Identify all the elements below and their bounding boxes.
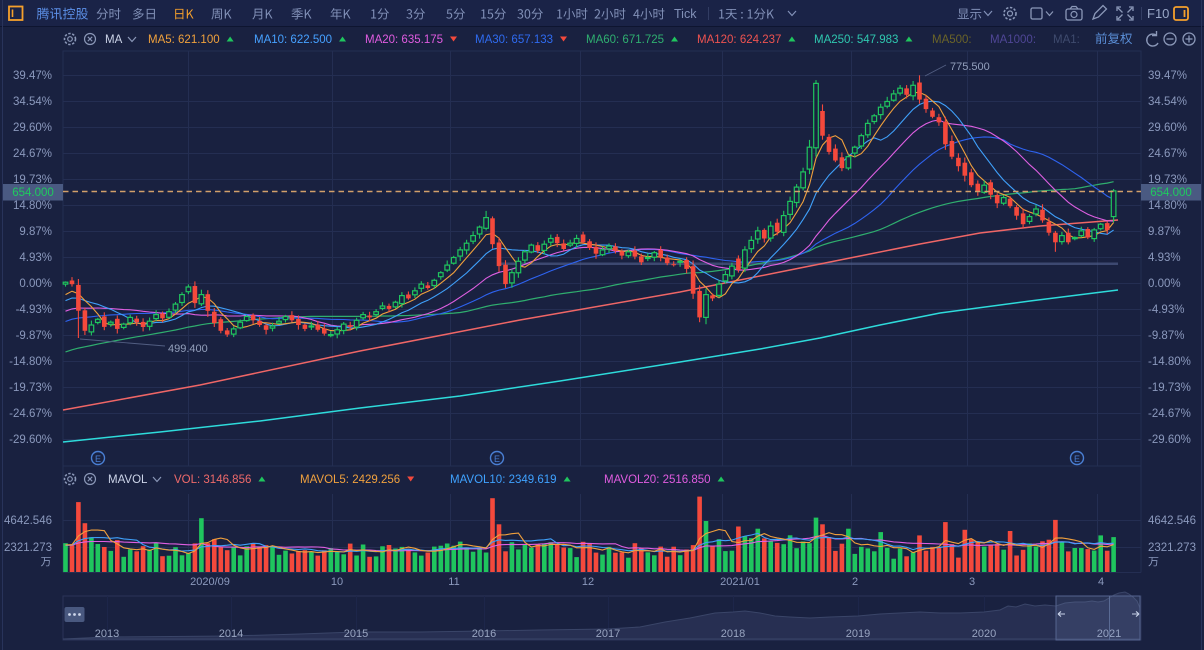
svg-text:MA120: 624.237: MA120: 624.237 <box>697 34 781 46</box>
svg-text:-29.60%: -29.60% <box>1148 434 1191 446</box>
svg-text:MA10: 622.500: MA10: 622.500 <box>254 34 332 46</box>
svg-text:654.000: 654.000 <box>12 187 54 199</box>
svg-text:29.60%: 29.60% <box>1148 122 1187 134</box>
svg-text:34.54%: 34.54% <box>1148 96 1187 108</box>
svg-text:14.80%: 14.80% <box>1148 200 1187 212</box>
svg-text:2016: 2016 <box>472 628 496 640</box>
svg-text:0.00%: 0.00% <box>1148 278 1181 290</box>
svg-text:24.67%: 24.67% <box>1148 148 1187 160</box>
svg-text:19.73%: 19.73% <box>1148 174 1187 186</box>
svg-text:E: E <box>494 454 500 464</box>
svg-text:VOL: 3146.856: VOL: 3146.856 <box>174 474 251 486</box>
svg-text:MAVOL: MAVOL <box>108 474 148 486</box>
svg-text:775.500: 775.500 <box>950 61 990 73</box>
svg-text:11: 11 <box>448 576 459 588</box>
svg-text:9.87%: 9.87% <box>19 226 52 238</box>
svg-text:-19.73%: -19.73% <box>9 382 52 394</box>
svg-text:4.93%: 4.93% <box>1148 252 1181 264</box>
svg-text:2020/09: 2020/09 <box>190 576 230 588</box>
svg-text:4.93%: 4.93% <box>19 252 52 264</box>
svg-text:E: E <box>1074 454 1080 464</box>
svg-text:MAVOL20: 2516.850: MAVOL20: 2516.850 <box>604 474 711 486</box>
svg-text:-9.87%: -9.87% <box>1148 330 1184 342</box>
svg-text:Tick: Tick <box>674 7 697 21</box>
svg-text:2: 2 <box>852 576 858 588</box>
svg-text:MA60: 671.725: MA60: 671.725 <box>586 34 664 46</box>
svg-text:4642.546: 4642.546 <box>4 515 52 527</box>
svg-text:MA250: 547.983: MA250: 547.983 <box>814 34 898 46</box>
svg-text:0.00%: 0.00% <box>19 278 52 290</box>
svg-text:499.400: 499.400 <box>168 343 208 355</box>
svg-text:29.60%: 29.60% <box>13 122 52 134</box>
svg-text:MA5: 621.100: MA5: 621.100 <box>148 34 220 46</box>
svg-text:MA: MA <box>105 34 123 46</box>
svg-text:F10: F10 <box>1147 6 1169 21</box>
svg-text:-14.80%: -14.80% <box>9 356 52 368</box>
svg-text:2013: 2013 <box>95 628 119 640</box>
svg-text:MA1:: MA1: <box>1053 34 1080 46</box>
svg-text:39.47%: 39.47% <box>1148 70 1187 82</box>
svg-text:12: 12 <box>582 576 594 588</box>
svg-text:-19.73%: -19.73% <box>1148 382 1191 394</box>
svg-text:4642.546: 4642.546 <box>1148 515 1196 527</box>
svg-text:2020: 2020 <box>972 628 996 640</box>
svg-text:14.80%: 14.80% <box>13 200 52 212</box>
svg-text:-4.93%: -4.93% <box>16 304 52 316</box>
svg-text:24.67%: 24.67% <box>13 148 52 160</box>
svg-text:MA500:: MA500: <box>932 34 972 46</box>
svg-text:-24.67%: -24.67% <box>9 408 52 420</box>
svg-text:MA1000:: MA1000: <box>990 34 1036 46</box>
svg-text:2021/01: 2021/01 <box>720 576 760 588</box>
svg-text:2014: 2014 <box>219 628 243 640</box>
svg-text:2018: 2018 <box>721 628 745 640</box>
svg-text:-4.93%: -4.93% <box>1148 304 1184 316</box>
svg-text:2019: 2019 <box>846 628 870 640</box>
svg-text:34.54%: 34.54% <box>13 96 52 108</box>
svg-text:654.000: 654.000 <box>1150 187 1192 199</box>
svg-text:-14.80%: -14.80% <box>1148 356 1191 368</box>
svg-text:2015: 2015 <box>344 628 368 640</box>
svg-text:2017: 2017 <box>596 628 620 640</box>
svg-text:2321.273: 2321.273 <box>4 542 52 554</box>
svg-text:MAVOL5: 2429.256: MAVOL5: 2429.256 <box>300 474 400 486</box>
svg-text:3: 3 <box>969 576 975 588</box>
svg-text:10: 10 <box>331 576 343 588</box>
svg-text:4: 4 <box>1098 576 1104 588</box>
svg-text:-24.67%: -24.67% <box>1148 408 1191 420</box>
svg-text:39.47%: 39.47% <box>13 70 52 82</box>
svg-text:2321.273: 2321.273 <box>1148 542 1196 554</box>
svg-text:19.73%: 19.73% <box>13 174 52 186</box>
svg-text:MA20: 635.175: MA20: 635.175 <box>365 34 443 46</box>
svg-text:-29.60%: -29.60% <box>9 434 52 446</box>
svg-text:E: E <box>95 454 101 464</box>
svg-text:9.87%: 9.87% <box>1148 226 1181 238</box>
svg-text:-9.87%: -9.87% <box>16 330 52 342</box>
svg-text:MAVOL10: 2349.619: MAVOL10: 2349.619 <box>450 474 557 486</box>
svg-text:MA30: 657.133: MA30: 657.133 <box>475 34 553 46</box>
